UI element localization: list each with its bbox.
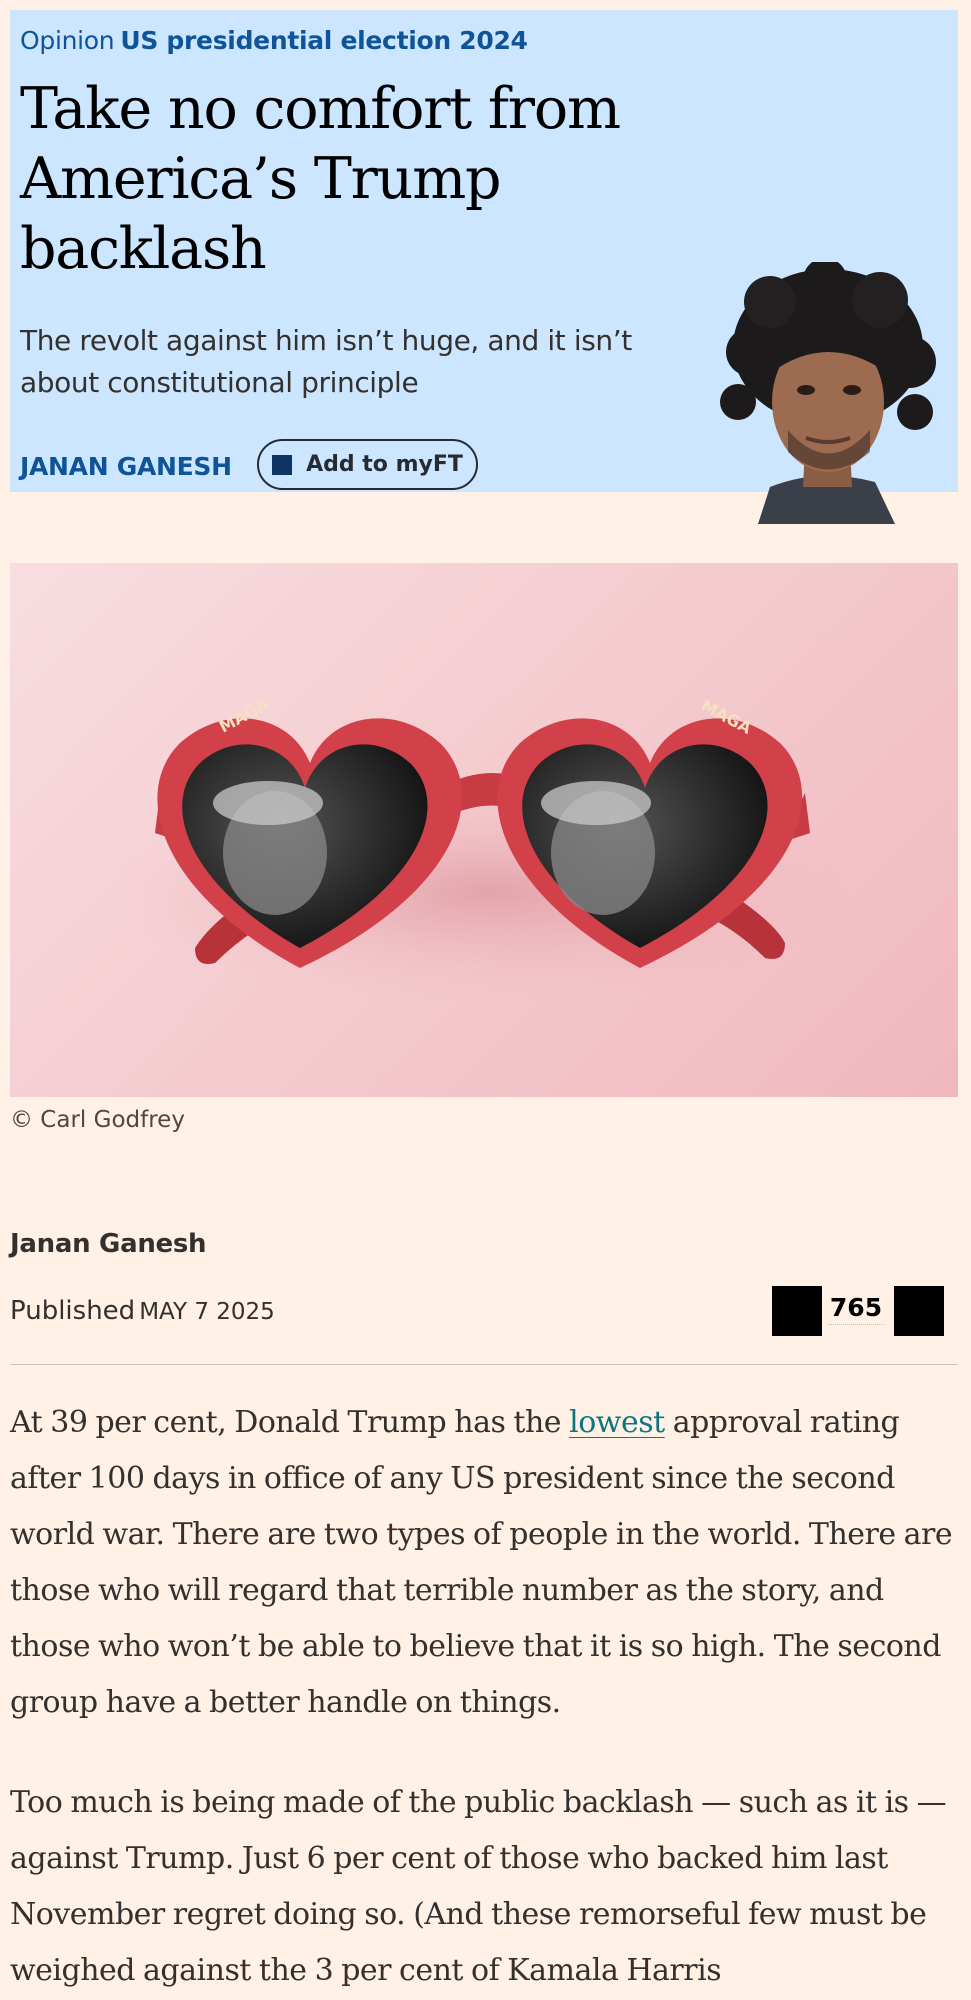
published-label: Published <box>10 1296 136 1326</box>
main-illustration: MAGA MAGA <box>10 563 958 1097</box>
myft-square-icon <box>272 454 293 475</box>
comment-count[interactable]: 765 <box>828 1293 884 1325</box>
portrait-eye-left <box>797 385 815 395</box>
portrait-mouth <box>805 436 851 444</box>
portrait-eye-right <box>843 385 861 395</box>
article-paragraph-2: Too much is being made of the public bac… <box>10 1785 947 1988</box>
share-icon[interactable] <box>772 1286 822 1336</box>
standfirst: The revolt against him isn’t huge, and i… <box>20 324 632 399</box>
published-date: Published MAY 7 2025 <box>10 1296 275 1326</box>
portrait-fringe <box>772 327 886 372</box>
article-kicker: Opinion US presidential election 2024 <box>20 26 528 55</box>
portrait-face <box>772 332 884 472</box>
headline: Take no comfort from America’s Trump bac… <box>20 76 621 282</box>
paragraph-text: approval rating after 100 days in office… <box>10 1405 953 1720</box>
article-paragraph-1: At 39 per cent, Donald Trump has the low… <box>10 1395 958 1731</box>
image-caption: © Carl Godfrey <box>10 1107 185 1133</box>
article-header: Opinion US presidential election 2024 Tak… <box>10 10 958 492</box>
byline-author[interactable]: Janan Ganesh <box>10 1229 207 1259</box>
add-to-myft-button[interactable]: Add to myFT <box>257 439 478 490</box>
author-link[interactable]: Janan Ganesh <box>20 452 232 481</box>
publish-date: MAY 7 2025 <box>139 1299 275 1325</box>
section-link[interactable]: Opinion <box>20 26 115 55</box>
author-portrait <box>720 262 936 524</box>
divider <box>10 1364 958 1365</box>
portrait-beard <box>788 430 870 470</box>
right-reflection-hair <box>541 781 651 825</box>
topic-link[interactable]: US presidential election 2024 <box>120 26 528 55</box>
paragraph-text: At 39 per cent, Donald Trump has the <box>10 1405 570 1440</box>
left-reflection-hair <box>213 781 323 825</box>
heart-sunglasses-illustration: MAGA MAGA <box>110 694 870 1003</box>
save-icon[interactable] <box>894 1286 944 1336</box>
portrait-shirt <box>758 475 895 524</box>
add-to-myft-label: Add to myFT <box>306 452 463 477</box>
lowest-link[interactable]: lowest <box>569 1405 665 1440</box>
